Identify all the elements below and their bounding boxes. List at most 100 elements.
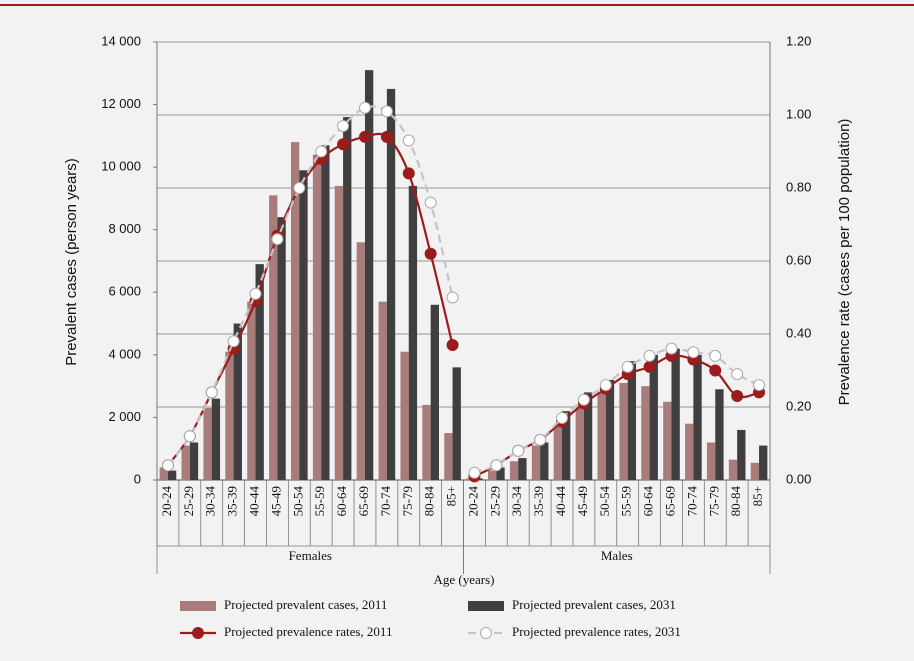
legend-label: Projected prevalence rates, 2011 [224, 624, 392, 639]
group-label: Females [289, 548, 332, 563]
x-tick-label: 65-69 [356, 486, 371, 516]
y2-tick-label: 1.20 [786, 33, 811, 48]
y2-tick-label: 0.00 [786, 471, 811, 486]
marker [183, 430, 196, 443]
x-tick-label: 70-74 [378, 486, 393, 517]
bar [488, 470, 497, 480]
y-tick-label: 10 000 [101, 159, 141, 174]
bar [627, 361, 637, 480]
x-tick-label: 85+ [750, 486, 765, 506]
marker [424, 196, 437, 209]
marker [468, 466, 481, 479]
y2-tick-label: 0.80 [786, 179, 811, 194]
marker [687, 346, 700, 359]
marker [731, 390, 744, 403]
x-tick-label: 80-84 [728, 486, 743, 517]
bar [364, 70, 374, 481]
marker [643, 360, 656, 373]
y-tick-label: 6 000 [108, 284, 141, 299]
marker [402, 167, 415, 180]
bar [649, 354, 658, 480]
bar [575, 408, 584, 480]
bar [706, 442, 716, 480]
y2-tick-label: 0.20 [786, 398, 811, 413]
x-tick-label: 45-49 [268, 486, 283, 516]
bar [356, 242, 365, 480]
marker [446, 291, 459, 304]
bar [203, 408, 212, 480]
marker [402, 134, 415, 147]
marker [380, 130, 393, 143]
legend-swatch [468, 601, 504, 611]
bar [671, 348, 680, 480]
x-tick-label: 35-39 [225, 486, 240, 516]
y2-tick-label: 1.00 [786, 106, 811, 121]
bar [269, 195, 278, 481]
marker [512, 444, 525, 457]
bar [553, 426, 563, 480]
bar [321, 145, 330, 480]
legend-swatch [180, 601, 216, 611]
bar [408, 185, 418, 480]
marker [753, 379, 766, 392]
bar [386, 88, 396, 480]
x-tick-label: 30-34 [509, 486, 524, 517]
bar [277, 217, 286, 480]
marker [599, 379, 612, 392]
marker [161, 459, 174, 472]
bar [693, 354, 702, 480]
y-tick-label: 14 000 [101, 33, 141, 48]
legend-marker [480, 627, 492, 639]
y2-tick-label: 0.60 [786, 252, 811, 267]
x-tick-label: 55-59 [312, 486, 327, 516]
x-tick-label: 25-29 [487, 486, 502, 516]
bar [737, 429, 746, 480]
bar [299, 170, 308, 480]
legend-label: Projected prevalence rates, 2031 [512, 624, 681, 639]
x-tick-label: 25-29 [181, 486, 196, 516]
legend-label: Projected prevalent cases, 2011 [224, 597, 387, 612]
x-tick-label: 60-64 [334, 486, 349, 517]
x-tick-label: 50-54 [290, 486, 305, 517]
x-tick-label: 40-44 [553, 486, 568, 517]
bar [496, 467, 505, 480]
marker [358, 130, 371, 143]
bar [378, 301, 387, 480]
bar [750, 462, 760, 480]
marker [577, 393, 590, 406]
bar [597, 392, 606, 480]
y-tick-label: 8 000 [108, 221, 141, 236]
marker [293, 182, 306, 194]
marker [271, 233, 284, 246]
y-axis-title: Prevalent cases (person years) [63, 158, 80, 366]
y2-tick-label: 0.40 [786, 325, 811, 340]
x-tick-label: 60-64 [641, 486, 656, 517]
marker [665, 342, 678, 355]
marker [315, 145, 328, 158]
bar [685, 423, 694, 480]
y-tick-label: 2 000 [108, 409, 141, 424]
marker [249, 287, 262, 300]
marker [709, 364, 722, 377]
x-tick-label: 50-54 [597, 486, 612, 517]
x-tick-label: 40-44 [247, 486, 262, 517]
x-tick-label: 85+ [444, 486, 459, 506]
x-axis-title: Age (years) [434, 572, 495, 587]
marker [556, 411, 569, 424]
x-tick-label: 75-79 [400, 486, 415, 516]
marker [358, 101, 371, 114]
group-label: Males [601, 548, 633, 563]
bar [619, 383, 628, 480]
x-tick-label: 30-34 [203, 486, 218, 517]
y2-axis-title: Prevalence rate (cases per 100 populatio… [836, 119, 853, 406]
x-tick-label: 20-24 [465, 486, 480, 517]
bar [430, 304, 439, 480]
bar [290, 142, 300, 480]
bar [452, 367, 461, 480]
x-tick-label: 65-69 [662, 486, 677, 516]
marker [337, 119, 350, 132]
x-tick-label: 75-79 [706, 486, 721, 516]
marker [621, 360, 634, 373]
bar [509, 461, 519, 480]
